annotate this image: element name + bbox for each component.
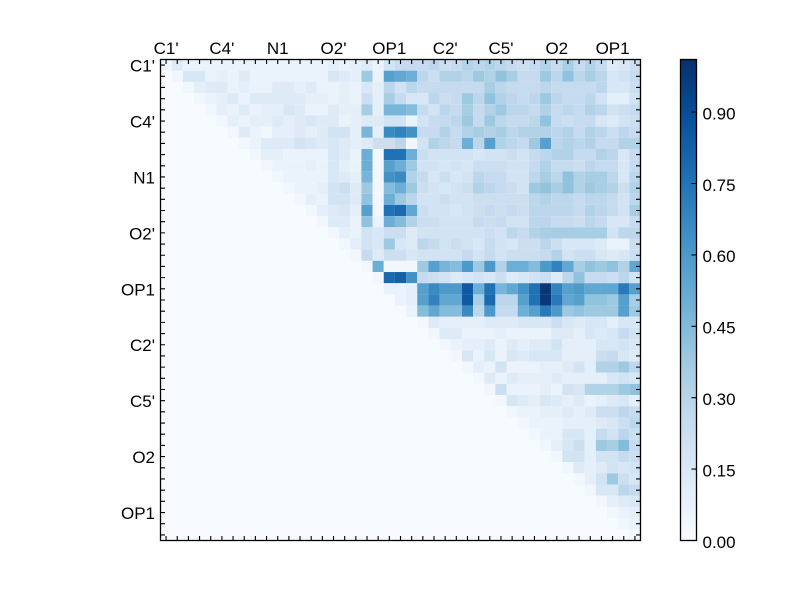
svg-text:N1: N1 (133, 169, 155, 188)
svg-text:OP1: OP1 (596, 39, 630, 58)
svg-text:C2': C2' (130, 336, 155, 355)
svg-text:O2: O2 (132, 448, 155, 467)
svg-text:O2': O2' (129, 224, 155, 243)
svg-text:C1': C1' (154, 39, 179, 58)
svg-text:OP1: OP1 (121, 280, 155, 299)
svg-text:0.00: 0.00 (703, 533, 736, 552)
svg-text:O2: O2 (545, 39, 568, 58)
svg-text:C1': C1' (130, 57, 155, 76)
svg-text:C5': C5' (489, 39, 514, 58)
svg-text:C4': C4' (209, 39, 234, 58)
svg-text:OP1: OP1 (372, 39, 406, 58)
svg-text:O2': O2' (321, 39, 347, 58)
svg-text:0.45: 0.45 (703, 319, 736, 338)
svg-text:N1: N1 (267, 39, 289, 58)
svg-text:0.30: 0.30 (703, 390, 736, 409)
svg-text:C5': C5' (130, 392, 155, 411)
svg-text:C4': C4' (130, 113, 155, 132)
svg-text:0.60: 0.60 (703, 247, 736, 266)
svg-text:C2': C2' (433, 39, 458, 58)
svg-text:0.90: 0.90 (703, 104, 736, 123)
svg-text:0.75: 0.75 (703, 176, 736, 195)
svg-text:OP1: OP1 (121, 504, 155, 523)
svg-text:0.15: 0.15 (703, 461, 736, 480)
